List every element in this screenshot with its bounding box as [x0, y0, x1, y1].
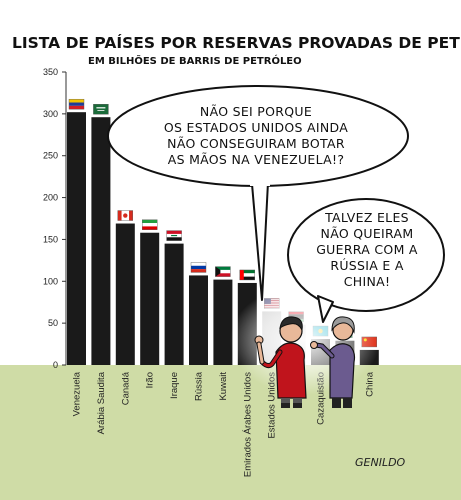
bar-venezuela: [67, 112, 86, 365]
bubble-left-line-2: OS ESTADOS UNIDOS AINDA: [164, 120, 348, 135]
iraq-flag: [166, 230, 182, 241]
bubble-right-line-2: NÃO QUEIRAM: [321, 226, 414, 241]
bubble-right-tail: [317, 295, 334, 323]
russia-flag: [190, 262, 207, 273]
category-label: Canadá: [120, 371, 131, 405]
bubble-right-shape: [287, 198, 445, 312]
bar-kuwait: [213, 279, 233, 365]
speech-bubble-right: TALVEZ ELES NÃO QUEIRAM GUERRA COM A RÚS…: [287, 198, 445, 323]
bubble-left-line-3: NÃO CONSEGUIRAM BOTAR: [167, 136, 345, 151]
bar-ar-bia-saudita: [91, 117, 111, 365]
y-tick-label: 0: [53, 360, 58, 370]
y-tick-label: 150: [43, 234, 58, 244]
saudi-flag: [93, 104, 109, 115]
category-label: Arábia Saudita: [96, 371, 107, 434]
character-right: [310, 316, 356, 408]
bar-r-ssia: [189, 275, 208, 365]
bubble-right-line-5: CHINA!: [344, 274, 391, 289]
bar-canad-: [115, 223, 135, 365]
bubble-left-tail: [251, 181, 269, 301]
iran-flag: [141, 219, 158, 230]
category-label: Venezuela: [72, 371, 83, 416]
bubble-right-line-3: GUERRA COM A: [316, 242, 418, 257]
category-label: China: [364, 371, 375, 397]
bubble-left-line-4: AS MÃOS NA VENEZUELA!?: [168, 152, 345, 167]
chart-subtitle: EM BILHÕES DE BARRIS DE PETRÓLEO: [88, 54, 302, 67]
y-tick-label: 300: [43, 109, 58, 119]
speech-bubble-left: NÃO SEI PORQUE OS ESTADOS UNIDOS AINDA N…: [107, 85, 409, 301]
y-tick-label: 50: [48, 318, 58, 328]
bar-ir-o: [140, 232, 160, 365]
character-left: [254, 316, 307, 408]
category-label: Irão: [145, 372, 156, 388]
y-tick-label: 250: [43, 151, 58, 161]
category-label: Kuwait: [218, 372, 229, 401]
y-tick-label: 100: [43, 276, 58, 286]
canada-flag: [117, 210, 134, 221]
y-tick-label: 350: [43, 67, 58, 77]
bubble-left-line-1: NÃO SEI PORQUE: [200, 104, 312, 119]
bar-iraque: [164, 243, 184, 365]
y-tick-label: 200: [43, 193, 58, 203]
uae-flag: [239, 269, 256, 281]
bubble-right-line-4: RÚSSIA E A: [330, 258, 403, 273]
bubble-right-line-1: TALVEZ ELES: [324, 210, 409, 225]
category-label: Cazaquistão: [316, 372, 327, 425]
category-label: Rússia: [194, 371, 205, 401]
category-label: Emirados Árabes Unidos: [242, 372, 253, 477]
category-label: Iraque: [169, 372, 180, 399]
chart-title: LISTA DE PAÍSES POR RESERVAS PROVADAS DE…: [12, 33, 461, 52]
venezuela-flag: [68, 98, 85, 110]
kuwait-flag: [215, 266, 231, 277]
category-label: Estados Unidos: [267, 372, 278, 439]
y-axis: 0 50 100 150 200 250 300 350: [43, 67, 67, 370]
ground: [0, 365, 461, 500]
signature: GENILDO: [355, 456, 406, 469]
